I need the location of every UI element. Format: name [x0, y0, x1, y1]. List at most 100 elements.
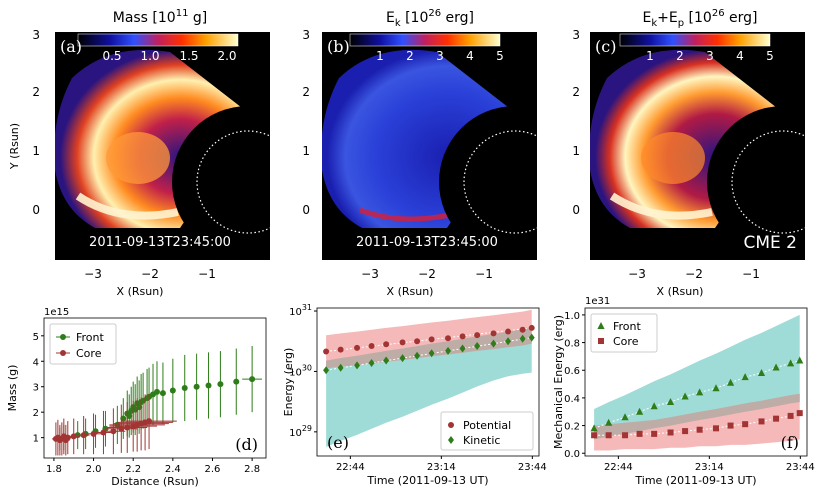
potential-point	[383, 341, 390, 348]
kinetic-point	[383, 356, 390, 365]
y-tick-label: 1	[32, 144, 40, 158]
y-tick-exponent: 31	[302, 303, 312, 312]
core-point	[146, 418, 153, 425]
legend-front-label: Front	[76, 331, 105, 344]
panel-a-cbar-tick: 0.5	[102, 49, 121, 63]
panel-c-cbar-tick: 3	[706, 49, 714, 63]
panel-c-xlabel: X (Rsun)	[657, 285, 704, 298]
x-axis-label: Time (2011-09-13 UT)	[634, 474, 756, 487]
legend-core-label: Core	[76, 347, 102, 360]
panel-f-label: (f)	[781, 433, 799, 452]
y-offset-text: 1e31	[585, 296, 610, 307]
core-point	[100, 429, 107, 436]
panel-b-axes-ticks: −3 −2 −1 0 1 2 3	[302, 28, 492, 281]
y-tick-label: 5	[33, 332, 39, 343]
y-tick-label: 4	[33, 357, 39, 368]
y-tick-label: 0.6	[564, 366, 580, 377]
y-axis-label: Mechanical Energy (erg)	[552, 315, 565, 449]
legend-core-marker	[598, 338, 604, 344]
panel-a-xlabel: X (Rsun)	[117, 285, 164, 298]
y-tick-base: 10	[289, 367, 302, 378]
front-point	[681, 392, 689, 400]
x-tick-label: 2.2	[125, 464, 141, 475]
panel-b-image: 1 2 3 4 5 (b) 2011-09-13T23:45:00 Ek [10…	[302, 8, 537, 298]
core-point	[651, 430, 658, 437]
legend-front-marker	[597, 322, 605, 329]
x-tick-label: −2	[685, 267, 703, 281]
x-tick-label: −1	[475, 267, 493, 281]
panel-b-cbar-tick: 5	[496, 49, 504, 63]
panel-b-occulter	[439, 106, 537, 258]
legend-box	[440, 411, 534, 451]
legend-front-marker	[60, 334, 66, 340]
kinetic-point	[445, 346, 452, 355]
x-tick-label: −1	[742, 267, 760, 281]
x-tick-label: −3	[628, 267, 646, 281]
y-tick-label: 0.4	[564, 394, 580, 405]
front-point	[666, 398, 675, 406]
potential-fit-line	[326, 327, 532, 352]
core-point	[636, 430, 643, 437]
kinetic-fit-line	[326, 337, 532, 371]
y-offset-text: 1e15	[44, 307, 69, 318]
panel-b-cbar-tick: 4	[466, 49, 474, 63]
y-tick-label: 1	[572, 144, 580, 158]
x-tick-label: 2.6	[205, 464, 221, 475]
kinetic-point	[459, 344, 466, 353]
x-tick-label: 2.4	[165, 464, 181, 475]
panel-a-bright-front	[75, 192, 179, 220]
panel-c-cbar-tick: 5	[766, 49, 774, 63]
panel-c-occulter	[707, 106, 805, 258]
x-tick-label: 23:14	[427, 462, 456, 473]
potential-point	[337, 346, 344, 353]
core-point	[773, 415, 780, 422]
y-tick-label: 3	[572, 28, 580, 42]
potential-point	[414, 338, 421, 345]
core-point	[758, 418, 765, 425]
y-axis-label: Energy (erg)	[282, 348, 295, 417]
panel-a-cbar-tick: 1.5	[179, 49, 198, 63]
y-tick-base: 10	[289, 428, 302, 439]
panel-f-mechanical-energy-plot: 22:44 23:14 23:44 0.0 0.2 0.4 0.6 0.8 1.0 1e31 Tim…	[552, 296, 815, 487]
potential-point	[445, 335, 452, 342]
y-tick-label: 0	[32, 203, 40, 217]
panel-b-title: Ek [1026 erg]	[386, 8, 474, 29]
y-tick-label: 0	[572, 203, 580, 217]
front-point	[153, 388, 160, 395]
y-tick-label: 1.0	[564, 311, 580, 322]
panel-d-frame	[43, 317, 267, 459]
legend-front-label: Front	[613, 320, 642, 333]
y-tick-label: 3	[33, 383, 39, 394]
panel-c-cbar-tick: 2	[676, 49, 684, 63]
core-point	[787, 412, 794, 419]
panel-c-image: 1 2 3 4 5 (c) CME 2 Ek+Ep [1026 erg] −3 …	[572, 8, 805, 298]
panel-b-colorbar-ticks: 1 2 3 4 5	[376, 49, 504, 63]
y-tick-label: 0.2	[564, 422, 580, 433]
front-point	[787, 359, 795, 367]
panel-a-image: 0.5 1.0 1.5 2.0 (a) 2011-09-13T23:45:00 …	[8, 8, 270, 298]
front-point	[590, 424, 598, 432]
y-tick-label: 1031	[289, 303, 312, 318]
panel-c-label: (c)	[595, 37, 616, 56]
panel-b-timestamp: 2011-09-13T23:45:00	[356, 235, 498, 250]
x-tick-label: −2	[418, 267, 436, 281]
x-tick-label: 1.8	[46, 464, 62, 475]
core-point	[796, 410, 803, 417]
panel-c-cbar-tick: 1	[646, 49, 654, 63]
front-point	[249, 376, 256, 383]
core-point	[110, 428, 117, 435]
panel-a-ylabel: Y (Rsun)	[8, 123, 21, 170]
band-overlap-region	[594, 393, 800, 440]
x-tick-label: 23:44	[518, 462, 547, 473]
panel-c-colorbar-ticks: 1 2 3 4 5	[646, 49, 774, 63]
panel-b-bright-front	[359, 207, 451, 222]
kinetic-point	[490, 339, 497, 348]
core-point	[682, 428, 689, 435]
y-tick-label: 1029	[289, 424, 312, 439]
panel-c-colorbar	[619, 33, 771, 47]
core-point	[667, 429, 674, 436]
panel-b-cbar-tick: 3	[436, 49, 444, 63]
potential-point	[368, 343, 375, 350]
potential-point	[354, 344, 361, 351]
